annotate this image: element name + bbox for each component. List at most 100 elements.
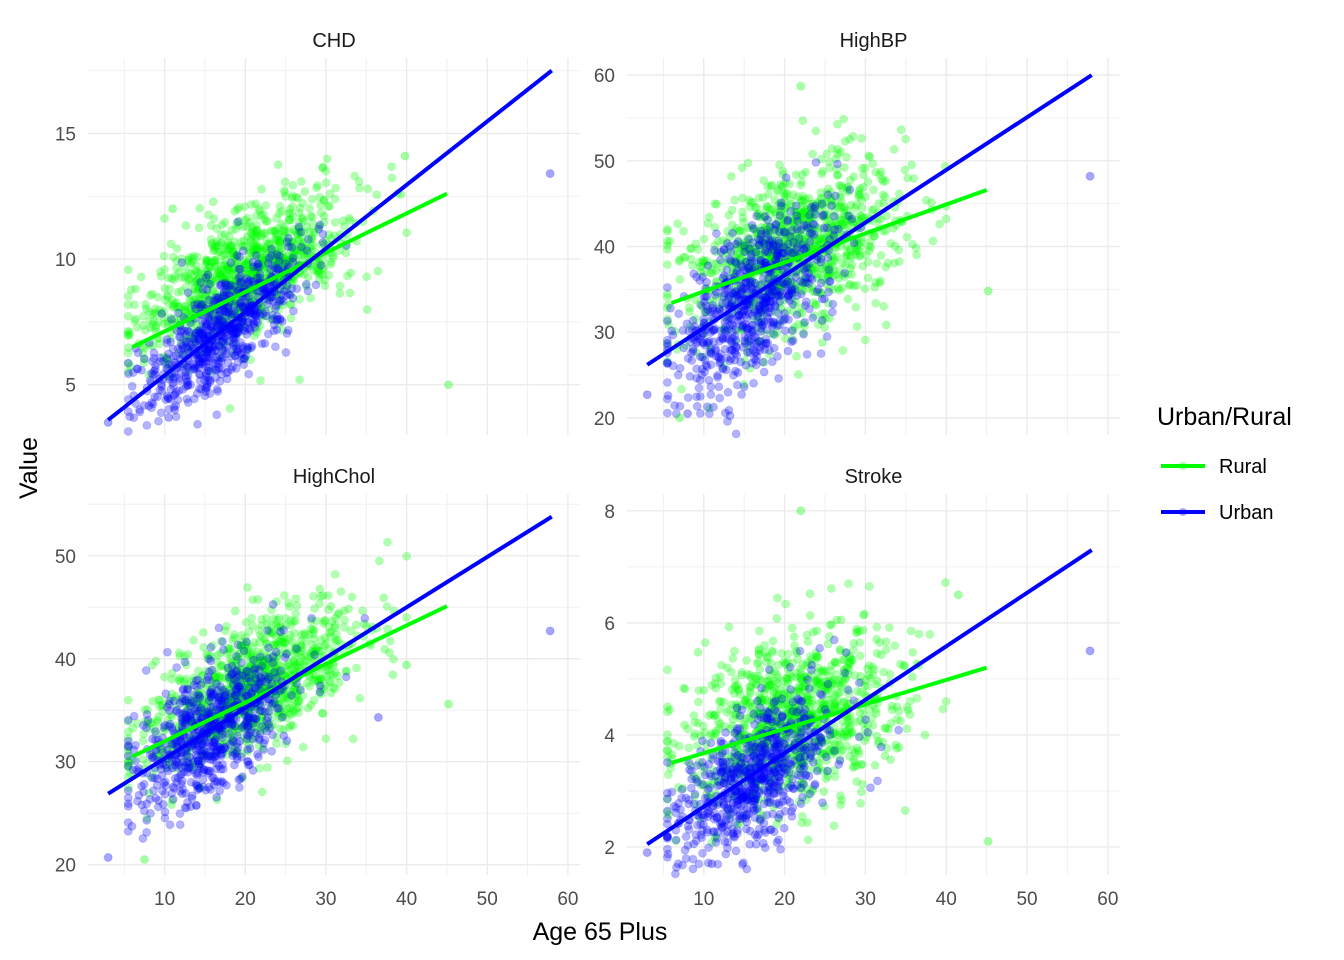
point-rural [186,306,195,316]
point-urban [288,253,298,263]
point-urban [760,211,770,221]
point-rural [274,256,284,266]
point-rural [254,271,264,281]
point-urban [127,381,137,391]
point-urban [123,801,133,811]
point-rural [219,259,229,269]
point-urban [1085,171,1095,181]
point-rural [181,282,191,292]
point-urban [263,329,273,339]
point-rural [140,354,150,364]
point-rural [271,260,281,270]
point-rural [152,310,162,319]
y-tick-label: 30 [55,753,76,774]
point-rural [208,285,218,295]
point-rural [275,252,285,262]
point-rural [207,240,217,250]
point-rural [148,309,157,319]
point-rural [352,663,361,673]
point-rural [192,326,202,336]
point-urban [758,357,768,367]
point-urban [123,358,133,368]
point-rural [174,302,184,311]
point-rural [259,228,269,238]
point-rural [185,290,195,299]
point-rural [256,262,266,272]
point-rural [326,601,336,611]
point-rural [325,189,335,199]
point-urban [714,382,724,392]
point-rural [254,263,264,272]
point-urban [739,306,749,316]
y-tick-label: 10 [55,250,76,271]
point-rural [209,246,218,256]
point-rural [221,255,230,264]
point-rural [346,626,356,636]
point-rural [207,316,217,326]
point-rural [280,177,290,187]
point-rural [221,310,231,320]
point-urban [674,309,684,319]
point-urban [307,613,317,623]
point-urban [166,394,175,404]
point-urban [819,223,829,233]
point-rural [270,262,279,271]
point-urban [830,225,840,235]
point-rural [321,734,331,744]
point-urban [757,305,767,315]
point-rural [184,342,194,352]
point-rural [210,255,220,265]
point-rural [330,569,340,579]
point-urban [204,324,214,334]
point-rural [206,262,216,272]
point-rural [362,272,372,282]
y-tick-label: 5 [65,376,76,397]
point-rural [256,305,266,315]
point-rural [792,351,801,361]
y-tick-label: 30 [594,323,615,344]
point-urban [698,337,708,347]
point-urban [157,309,167,319]
point-urban [844,211,854,221]
point-rural [190,337,200,347]
point-urban [283,289,293,299]
point-urban [679,343,689,353]
point-urban [203,270,213,280]
point-rural [726,171,736,181]
point-urban [666,303,675,313]
point-rural [168,252,178,262]
point-rural [863,273,873,283]
point-urban [282,736,292,746]
point-urban [146,808,155,818]
point-rural [313,642,323,652]
point-rural [270,226,280,236]
point-rural [317,163,327,173]
point-rural [213,240,223,250]
point-rural [299,250,309,260]
point-urban [292,644,302,654]
point-rural [237,279,247,289]
point-rural [276,295,286,305]
point-rural [168,303,178,312]
point-urban [190,300,199,310]
point-rural [195,203,205,213]
point-rural [174,268,184,277]
point-urban [287,242,297,252]
point-rural [196,322,206,332]
point-rural [675,274,685,284]
point-urban [803,223,813,233]
point-rural [159,307,169,316]
point-rural [246,235,256,245]
point-rural [240,202,250,212]
point-urban [802,349,812,359]
point-rural [181,221,191,231]
point-rural [308,265,318,275]
point-urban [832,159,842,169]
point-rural [383,537,392,547]
point-rural [314,258,324,268]
point-urban [168,373,178,383]
point-rural [225,281,235,290]
point-rural [204,267,214,277]
point-rural [677,384,686,394]
